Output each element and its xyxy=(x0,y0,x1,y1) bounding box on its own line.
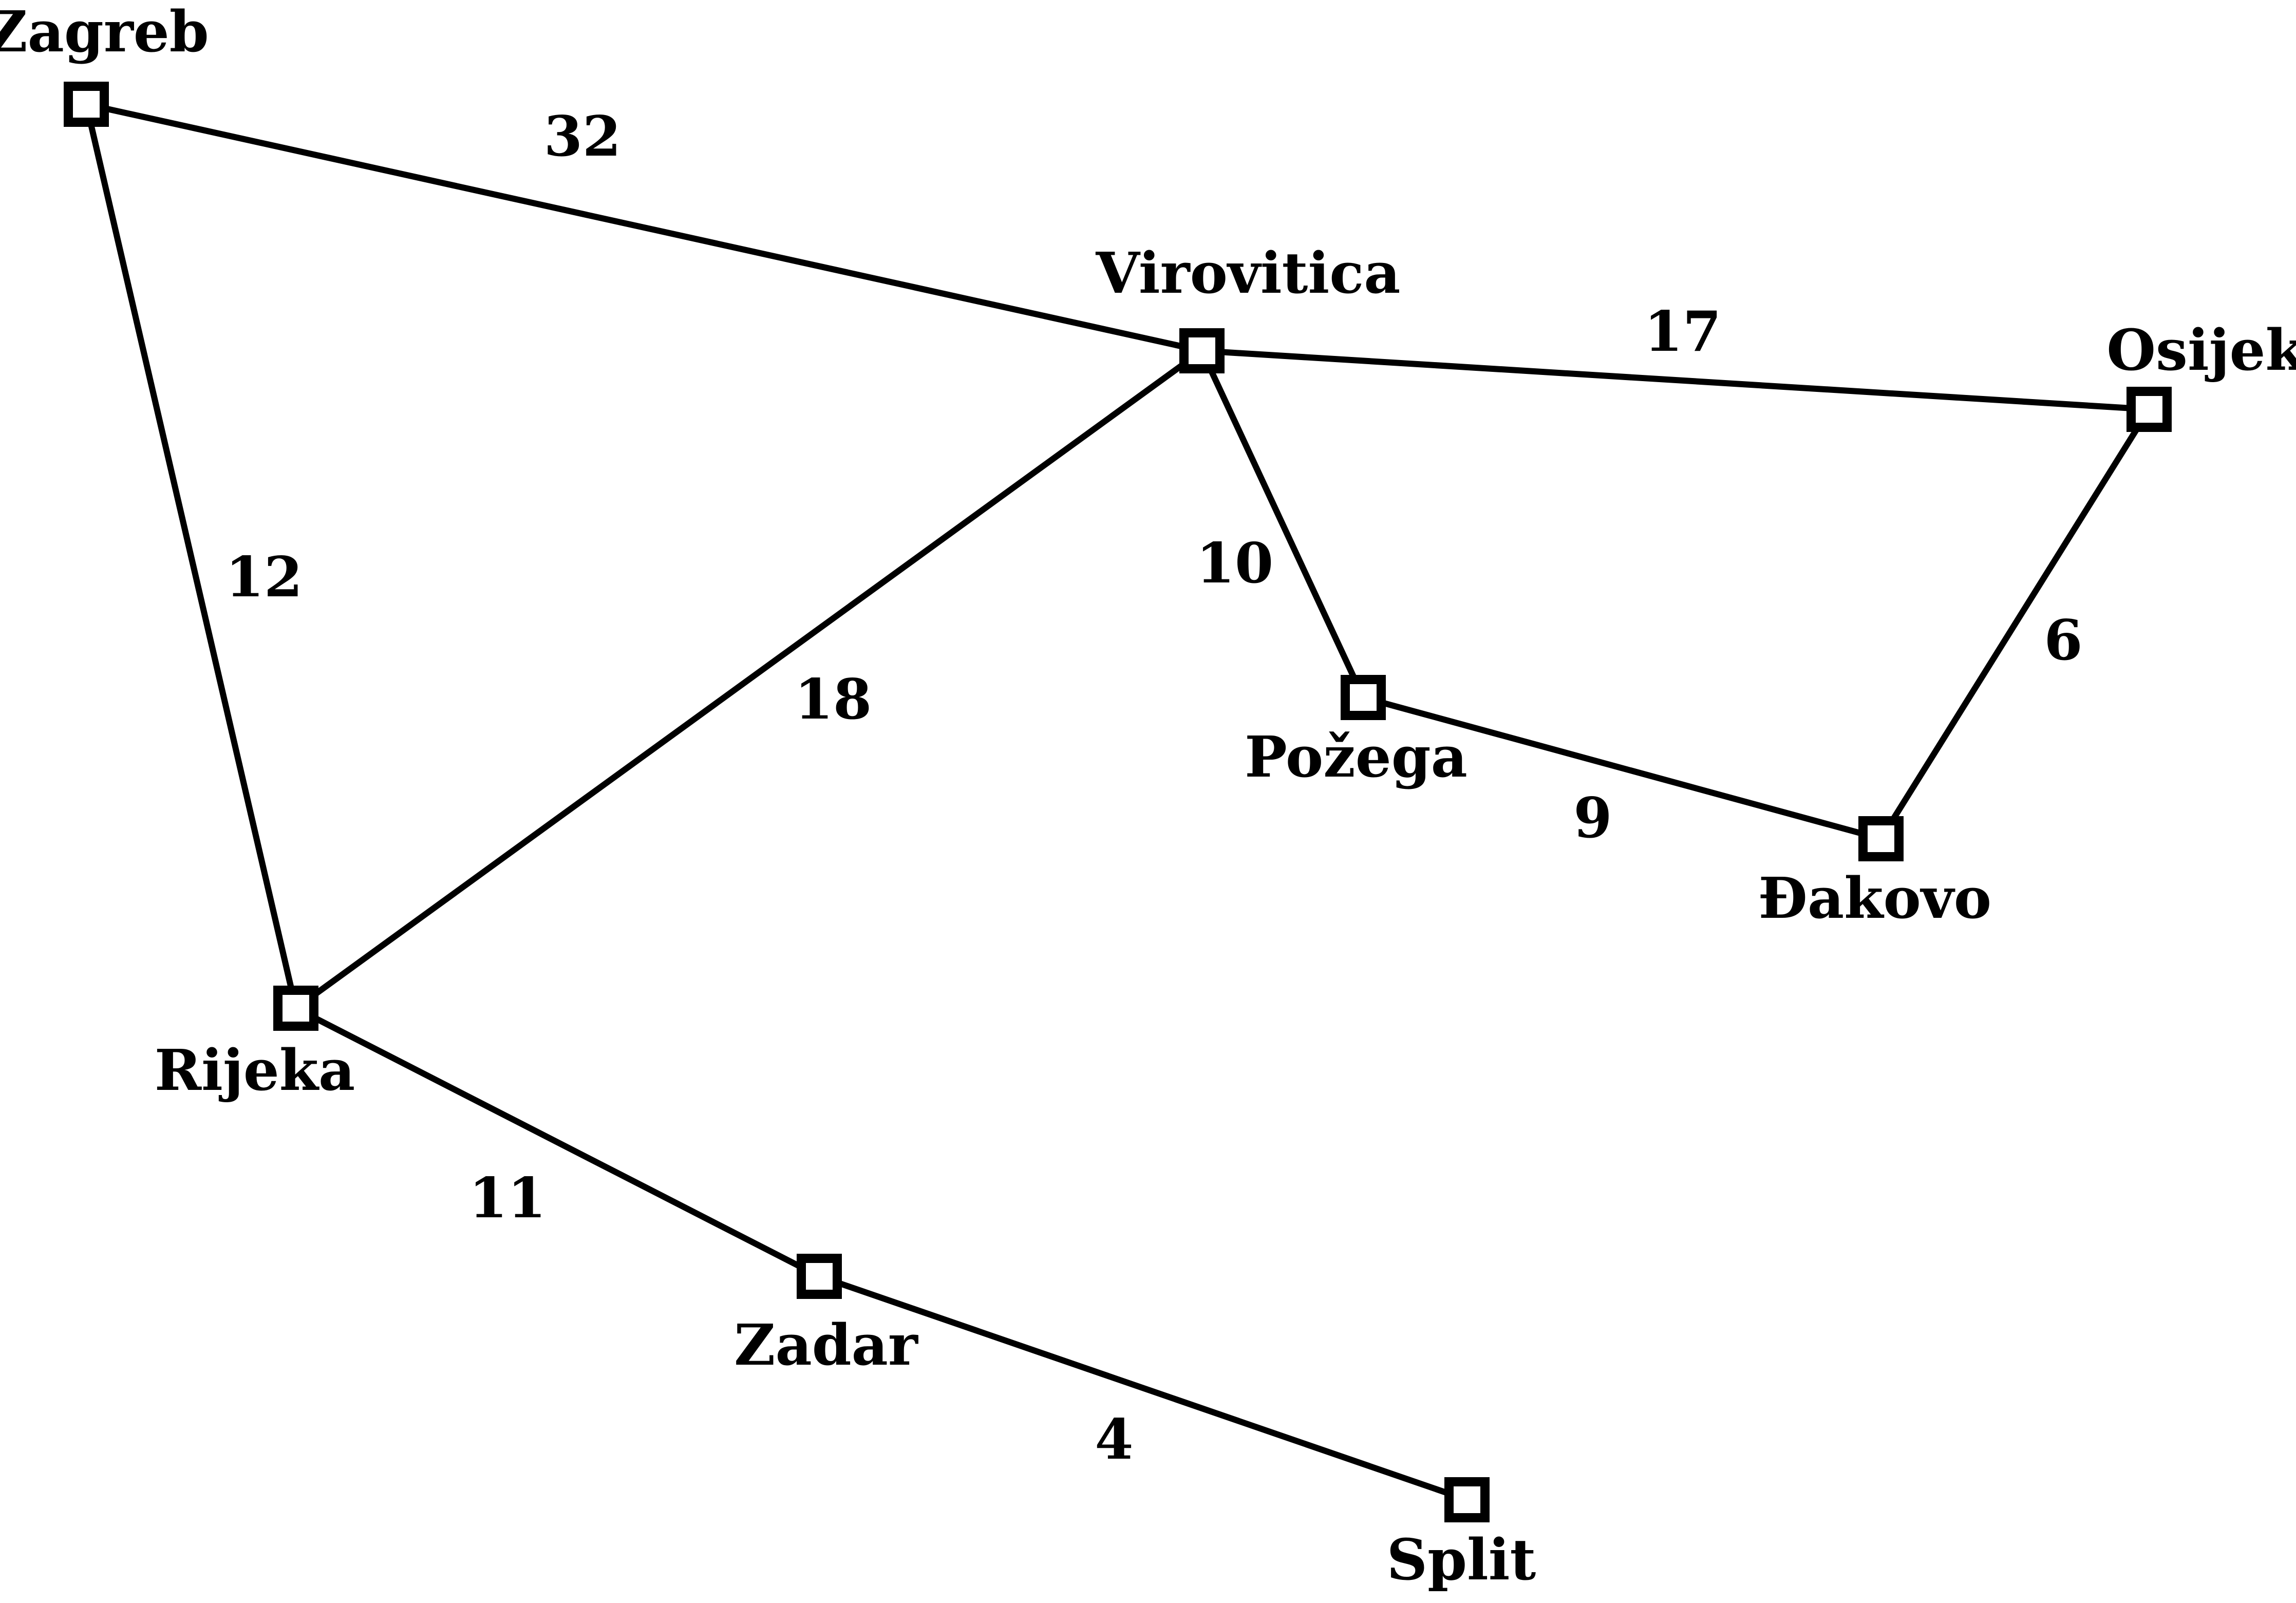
label-split: Split xyxy=(1387,1526,1536,1593)
node-osijek xyxy=(2126,387,2172,432)
edge-zagreb-rijeka xyxy=(83,101,299,1011)
weight-virovitica-pozega: 10 xyxy=(1196,531,1273,596)
weight-zadar-split: 4 xyxy=(1095,1407,1133,1472)
weight-virovitica-osijek: 17 xyxy=(1644,299,1721,364)
label-virovitica: Virovitica xyxy=(1095,240,1400,306)
node-dakovo xyxy=(1858,816,1904,861)
node-split xyxy=(1444,1477,1490,1522)
edge-rijeka-zadar xyxy=(293,1005,822,1279)
node-virovitica xyxy=(1179,328,1225,373)
node-zagreb xyxy=(64,82,109,127)
weight-virovitica-rijeka: 18 xyxy=(795,667,872,732)
label-zagreb: Zagreb xyxy=(0,0,209,65)
edge-zadar-split xyxy=(816,1273,1470,1503)
label-pozega: Požega xyxy=(1245,724,1467,790)
label-osijek: Osijek xyxy=(2106,317,2296,383)
edge-virovitica-pozega xyxy=(1199,348,1366,701)
node-pozega xyxy=(1341,675,1386,720)
label-zadar: Zadar xyxy=(734,1312,919,1378)
weight-zagreb-rijeka: 12 xyxy=(225,545,303,610)
weight-rijeka-zadar: 11 xyxy=(469,1166,546,1231)
node-zadar xyxy=(797,1254,842,1299)
edge-virovitica-rijeka xyxy=(293,348,1205,1011)
label-rijeka: Rijeka xyxy=(155,1037,355,1103)
node-rijeka xyxy=(273,986,318,1031)
weight-zagreb-virovitica: 32 xyxy=(544,104,621,169)
edge-osijek-dakovo xyxy=(1878,406,2152,842)
edge-zagreb-virovitica xyxy=(83,101,1205,354)
label-dakovo: Đakovo xyxy=(1758,865,1991,931)
edge-virovitica-osijek xyxy=(1199,348,2152,412)
edge-pozega-dakovo xyxy=(1360,694,1884,842)
weight-osijek-dakovo: 6 xyxy=(2044,608,2082,673)
weight-pozega-dakovo: 9 xyxy=(1573,786,1612,851)
